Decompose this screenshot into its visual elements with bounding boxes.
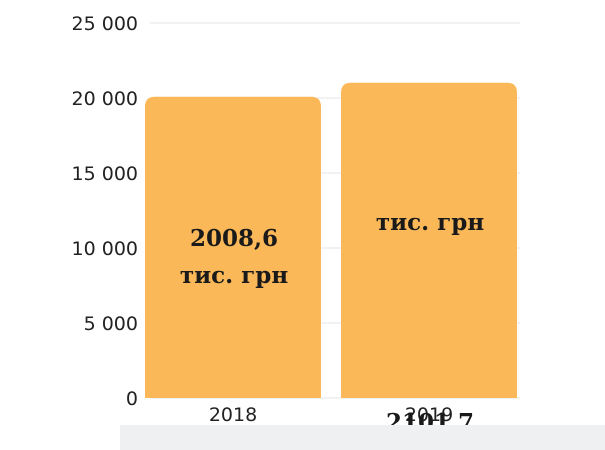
y-tick-label: 20 000 (72, 88, 138, 110)
footer-strip (120, 425, 605, 450)
y-tick-label: 15 000 (72, 163, 138, 185)
bar-2019 (341, 82, 517, 399)
y-tick-label: 10 000 (72, 238, 138, 260)
bar-unit-label: тис. грн (180, 262, 289, 289)
y-tick-label: 5 000 (84, 313, 138, 335)
bar-value-label: 2008,6 (190, 225, 278, 252)
bar-2018 (145, 96, 321, 399)
x-category-label: 2019 (405, 404, 453, 426)
x-category-label: 2018 (209, 404, 257, 426)
y-tick-label: 0 (126, 388, 138, 410)
bar-unit-label: тис. грн (376, 209, 485, 236)
y-tick-label: 25 000 (72, 13, 138, 35)
